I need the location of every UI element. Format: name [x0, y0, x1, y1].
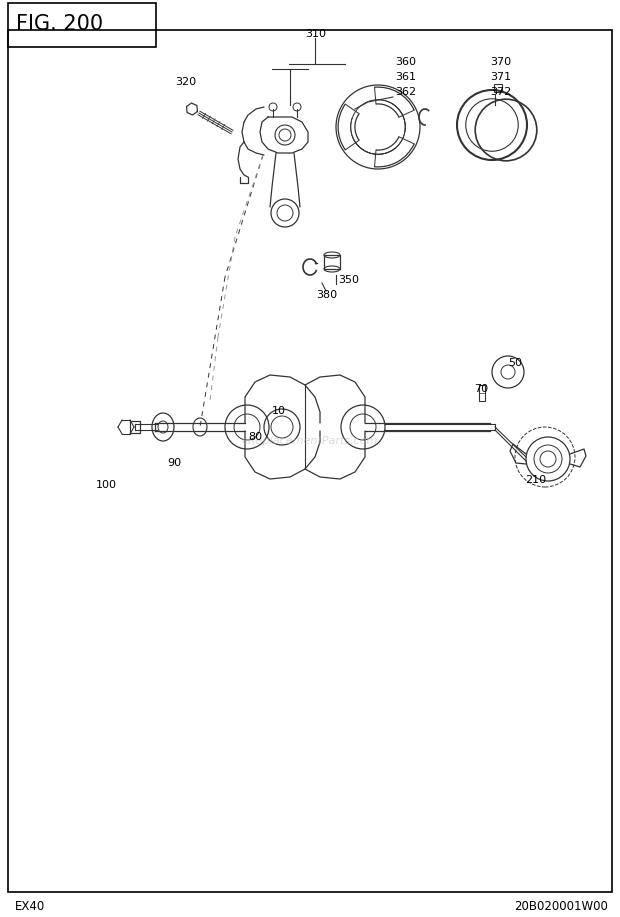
Text: 210: 210: [525, 475, 546, 485]
Text: 20B020001W00: 20B020001W00: [514, 900, 608, 913]
Text: 360: 360: [395, 57, 416, 67]
Bar: [479, 385, 485, 401]
Text: EX40: EX40: [15, 900, 45, 913]
Text: FIG. 200: FIG. 200: [16, 14, 103, 34]
Text: 10: 10: [272, 406, 286, 416]
Bar: [494, 84, 502, 92]
Text: 320: 320: [175, 77, 196, 87]
Text: 361: 361: [395, 72, 416, 82]
Bar: [8, 3, 156, 47]
Text: 362: 362: [395, 87, 416, 97]
Text: 80: 80: [248, 432, 262, 442]
Text: 372: 372: [490, 87, 511, 97]
Text: 90: 90: [167, 458, 181, 468]
Text: 100: 100: [96, 480, 117, 490]
Text: 371: 371: [490, 72, 511, 82]
Text: eReplacementParts.com: eReplacementParts.com: [242, 436, 378, 446]
Text: 70: 70: [474, 384, 488, 394]
Text: 50: 50: [508, 358, 522, 368]
Text: 310: 310: [305, 29, 326, 39]
Text: 370: 370: [490, 57, 511, 67]
Text: 350: 350: [338, 275, 359, 285]
Text: 380: 380: [316, 290, 337, 300]
